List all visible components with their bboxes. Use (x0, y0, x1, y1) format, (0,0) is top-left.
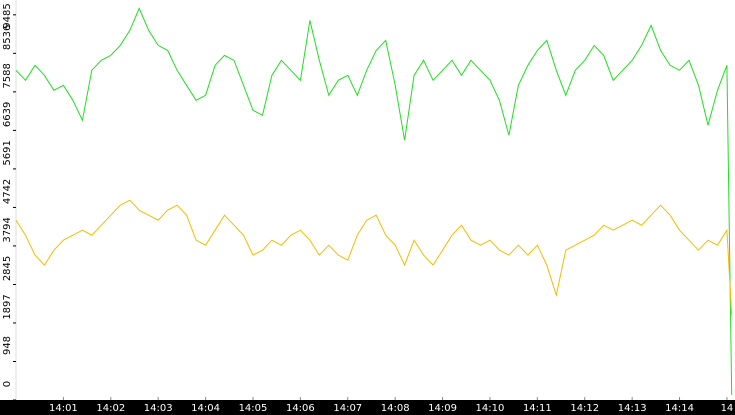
x-tick-label: 14:02 (96, 403, 125, 414)
y-tick-label: 7588 (2, 63, 13, 88)
x-tick-label: 14:07 (333, 403, 362, 414)
x-axis-band (0, 400, 735, 415)
x-tick-label: 14:11 (523, 403, 552, 414)
x-tick-label: 14:04 (191, 403, 220, 414)
x-tick-label: 14:12 (570, 403, 599, 414)
series-line (15, 199, 733, 316)
y-tick-label: 5691 (2, 140, 13, 165)
y-tick-label: 1897 (2, 294, 13, 319)
x-tick-label: 14:01 (49, 403, 78, 414)
x-tick-label: 14:08 (381, 403, 410, 414)
y-tick-label: 6639 (2, 102, 13, 127)
y-tick-label: 3794 (2, 217, 13, 242)
y-tick-label: 9485 (2, 3, 13, 28)
x-tick-label: 14:06 (286, 403, 315, 414)
series-line (15, 7, 733, 396)
x-tick-label: 14:10 (476, 403, 505, 414)
y-tick-label: 948 (2, 336, 13, 355)
y-tick-label: 2845 (2, 256, 13, 281)
x-tick-label: 14:14 (665, 403, 694, 414)
x-tick-label: 14:05 (239, 403, 268, 414)
y-tick-label: 0 (2, 381, 13, 387)
x-tick-label: 14 (721, 403, 734, 414)
y-tick-label: 8536 (2, 25, 13, 50)
x-tick-label: 14:09 (428, 403, 457, 414)
x-tick-label: 14:03 (144, 403, 173, 414)
x-tick-label: 14:13 (618, 403, 647, 414)
y-tick-label: 4742 (2, 179, 13, 204)
